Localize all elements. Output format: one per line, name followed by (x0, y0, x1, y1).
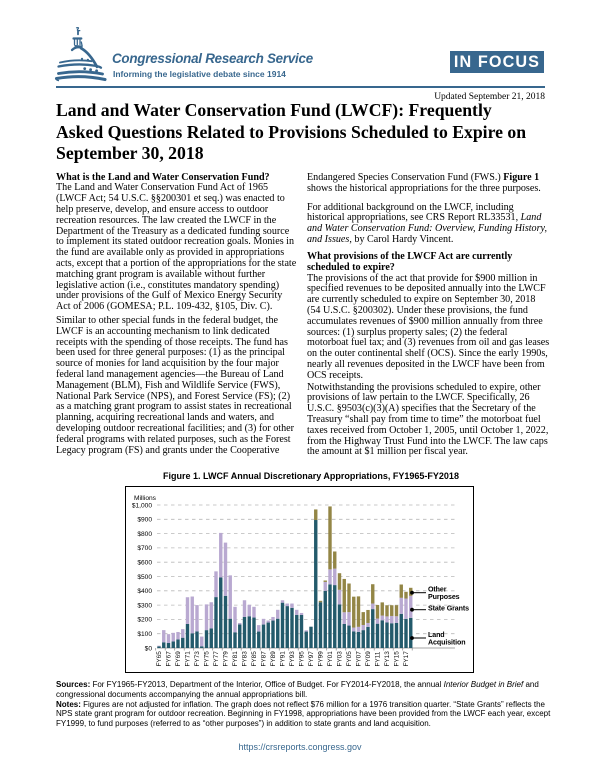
svg-text:$800: $800 (137, 531, 152, 538)
svg-text:FY87: FY87 (261, 651, 268, 667)
svg-text:FY73: FY73 (194, 651, 201, 667)
svg-text:FY99: FY99 (318, 651, 325, 667)
svg-text:Land: Land (428, 631, 445, 639)
svg-text:Acquisition: Acquisition (428, 638, 466, 646)
svg-text:$700: $700 (137, 545, 152, 552)
svg-text:Purposes: Purposes (428, 593, 460, 601)
svg-text:$400: $400 (137, 588, 152, 595)
svg-text:FY89: FY89 (270, 651, 277, 667)
svg-text:FY65: FY65 (156, 651, 163, 667)
svg-text:FY93: FY93 (289, 651, 296, 667)
svg-text:FY03: FY03 (337, 651, 344, 667)
svg-text:Other: Other (428, 586, 447, 594)
svg-text:Millions: Millions (134, 495, 157, 502)
svg-text:FY07: FY07 (356, 651, 363, 667)
svg-text:FY83: FY83 (242, 651, 249, 667)
svg-text:State Grants: State Grants (428, 604, 469, 612)
svg-text:$0: $0 (145, 645, 153, 652)
svg-text:FY95: FY95 (299, 651, 306, 667)
svg-text:FY01: FY01 (327, 651, 334, 667)
svg-text:$1,000: $1,000 (132, 502, 153, 509)
svg-text:$500: $500 (137, 574, 152, 581)
svg-text:FY69: FY69 (175, 651, 182, 667)
svg-text:FY91: FY91 (280, 651, 287, 667)
svg-text:FY67: FY67 (166, 651, 173, 667)
svg-text:FY13: FY13 (384, 651, 391, 667)
svg-text:$300: $300 (137, 602, 152, 609)
svg-text:FY09: FY09 (365, 651, 372, 667)
svg-text:FY11: FY11 (375, 651, 382, 666)
svg-text:FY79: FY79 (223, 651, 230, 667)
svg-text:FY97: FY97 (308, 651, 315, 667)
svg-text:FY81: FY81 (232, 651, 239, 667)
svg-text:FY71: FY71 (185, 651, 192, 667)
svg-text:$200: $200 (137, 617, 152, 624)
svg-text:FY05: FY05 (346, 651, 353, 667)
svg-text:FY85: FY85 (251, 651, 258, 667)
svg-text:FY75: FY75 (204, 651, 211, 667)
svg-text:FY17: FY17 (403, 651, 410, 667)
svg-text:FY77: FY77 (213, 651, 220, 667)
svg-text:$900: $900 (137, 517, 152, 524)
svg-text:FY15: FY15 (394, 651, 401, 667)
svg-text:$600: $600 (137, 560, 152, 567)
svg-text:$100: $100 (137, 631, 152, 638)
